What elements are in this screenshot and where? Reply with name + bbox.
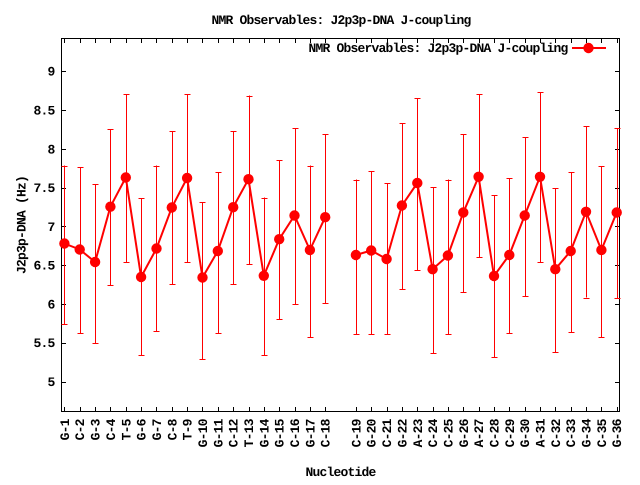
svg-text:A-31: A-31 bbox=[534, 418, 549, 447]
svg-text:G-1: G-1 bbox=[58, 418, 73, 440]
svg-text:A-23: A-23 bbox=[411, 418, 426, 447]
svg-text:8: 8 bbox=[47, 142, 55, 157]
svg-text:G-34: G-34 bbox=[580, 418, 595, 447]
svg-text:G-17: G-17 bbox=[303, 419, 318, 447]
svg-text:G-14: G-14 bbox=[257, 418, 272, 447]
svg-text:C-35: C-35 bbox=[595, 418, 610, 447]
svg-text:G-15: G-15 bbox=[273, 418, 288, 447]
svg-text:C-18: C-18 bbox=[319, 418, 334, 447]
svg-text:G-10: G-10 bbox=[196, 418, 211, 447]
svg-text:C-21: C-21 bbox=[380, 418, 395, 447]
svg-text:A-27: A-27 bbox=[472, 419, 487, 447]
svg-text:G-22: G-22 bbox=[395, 418, 410, 447]
svg-text:7.5: 7.5 bbox=[33, 181, 55, 196]
svg-text:T-13: T-13 bbox=[242, 418, 257, 447]
svg-text:5.5: 5.5 bbox=[33, 336, 55, 351]
svg-text:G-7: G-7 bbox=[150, 419, 165, 440]
svg-text:T-5: T-5 bbox=[119, 418, 134, 440]
svg-text:C-2: C-2 bbox=[73, 418, 88, 440]
svg-text:G-36: G-36 bbox=[610, 418, 625, 447]
svg-text:G-6: G-6 bbox=[135, 418, 150, 440]
svg-text:G-3: G-3 bbox=[89, 418, 104, 440]
svg-text:G-26: G-26 bbox=[457, 418, 472, 447]
svg-text:C-4: C-4 bbox=[104, 418, 119, 440]
svg-text:7: 7 bbox=[47, 220, 54, 235]
svg-text:6.5: 6.5 bbox=[33, 259, 55, 274]
svg-text:C-25: C-25 bbox=[441, 418, 456, 447]
svg-text:NMR Observables: J2p3p-DNA J-c: NMR Observables: J2p3p-DNA J-coupling bbox=[308, 41, 568, 56]
svg-text:G-11: G-11 bbox=[211, 418, 226, 447]
svg-text:C-8: C-8 bbox=[165, 418, 180, 440]
svg-text:Nucleotide: Nucleotide bbox=[305, 465, 376, 480]
svg-text:6: 6 bbox=[47, 297, 55, 312]
svg-text:5: 5 bbox=[47, 375, 55, 390]
svg-text:C-29: C-29 bbox=[503, 418, 518, 447]
svg-text:C-32: C-32 bbox=[549, 418, 564, 447]
svg-text:C-16: C-16 bbox=[288, 418, 303, 447]
svg-text:J2p3p-DNA (Hz): J2p3p-DNA (Hz) bbox=[15, 176, 30, 274]
svg-text:NMR Observables: J2p3p-DNA J-c: NMR Observables: J2p3p-DNA J-coupling bbox=[212, 13, 472, 28]
svg-text:C-33: C-33 bbox=[564, 418, 579, 447]
svg-text:G-20: G-20 bbox=[365, 418, 380, 447]
svg-text:C-24: C-24 bbox=[426, 418, 441, 447]
svg-text:C-12: C-12 bbox=[227, 418, 242, 447]
svg-text:T-9: T-9 bbox=[181, 418, 196, 440]
svg-text:C-28: C-28 bbox=[488, 418, 503, 447]
svg-text:9: 9 bbox=[47, 65, 55, 80]
svg-text:C-19: C-19 bbox=[349, 418, 364, 447]
svg-text:G-30: G-30 bbox=[518, 418, 533, 447]
svg-text:8.5: 8.5 bbox=[33, 104, 55, 119]
